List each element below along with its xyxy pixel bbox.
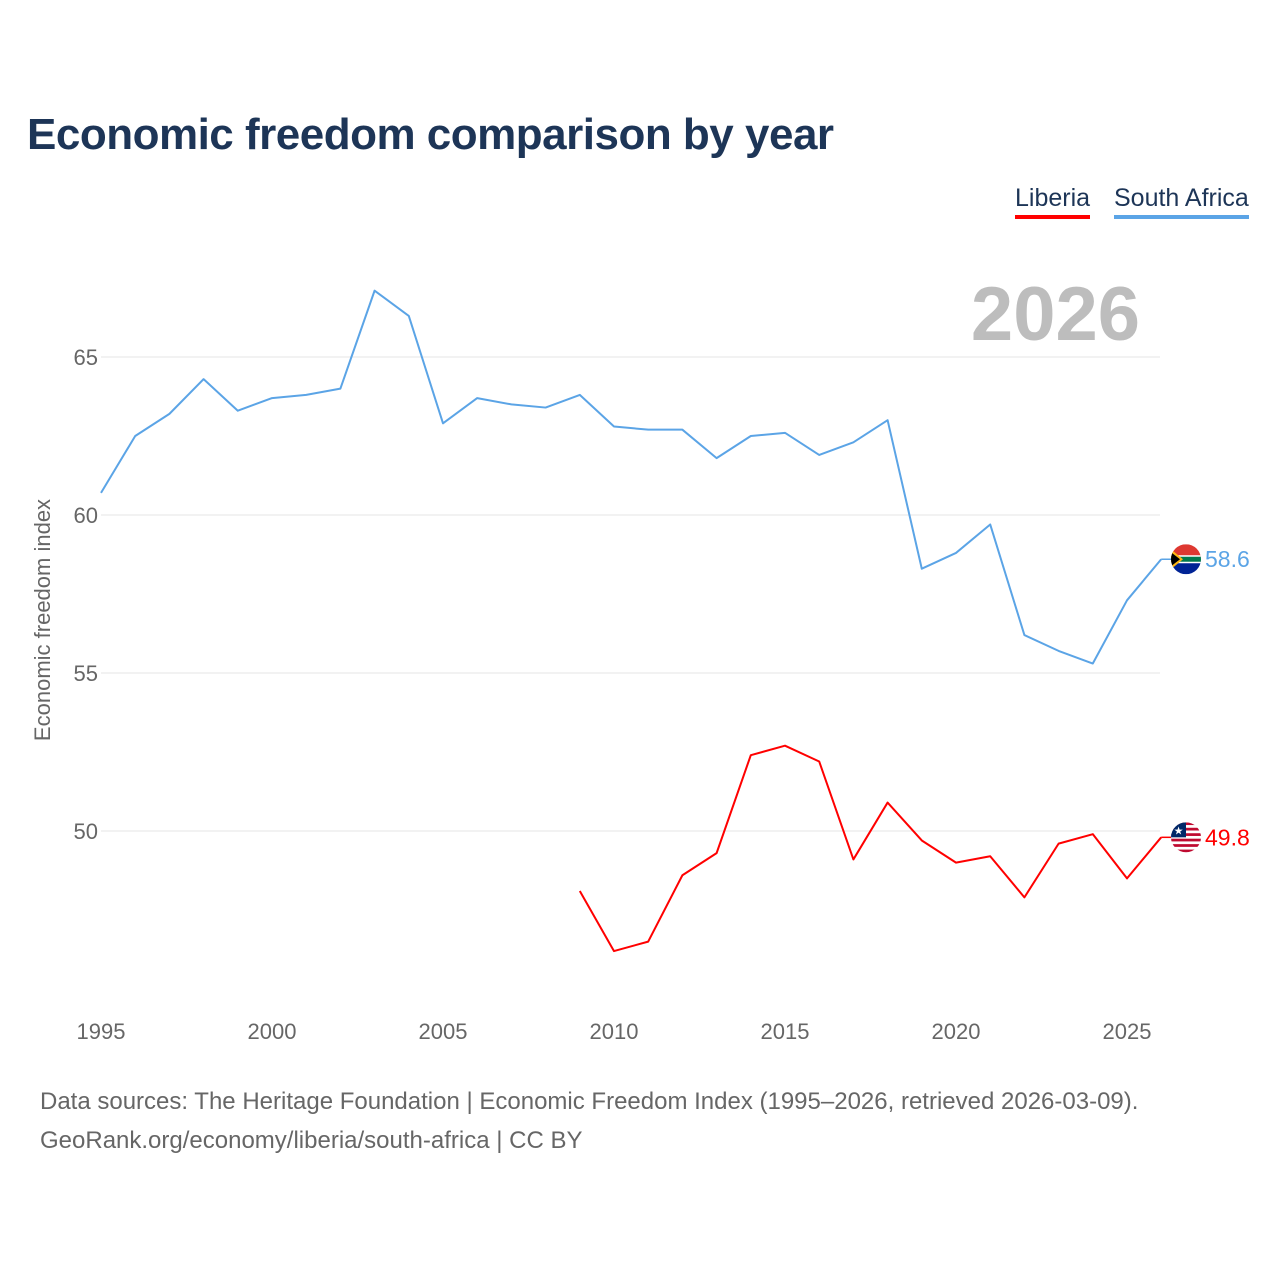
flag-stripe <box>1171 844 1201 847</box>
end-value-south-africa: 58.6 <box>1205 546 1250 572</box>
chart-title: Economic freedom comparison by year <box>27 110 834 159</box>
end-value-liberia: 49.8 <box>1205 824 1250 850</box>
y-tick-label: 60 <box>74 503 98 528</box>
flag-star: ★ <box>1174 825 1184 837</box>
legend-south-africa[interactable]: South Africa <box>1114 184 1249 219</box>
footer-link[interactable]: GeoRank.org/economy/liberia/south-africa… <box>40 1127 583 1154</box>
flag-black <box>1171 552 1180 567</box>
x-tick-label: 2020 <box>932 1019 981 1044</box>
south-africa-flag-icon <box>1171 544 1201 575</box>
footer-sources: Data sources: The Heritage Foundation | … <box>40 1088 1139 1115</box>
flag-stripe <box>1171 849 1201 853</box>
y-axis-label: Economic freedom index <box>30 499 55 741</box>
x-tick-label: 2010 <box>590 1019 639 1044</box>
year-watermark: 2026 <box>971 272 1140 357</box>
flag-stripe <box>1171 838 1201 842</box>
series-line-liberia <box>578 744 1162 953</box>
y-tick-label: 55 <box>74 661 98 686</box>
x-tick-label: 2025 <box>1103 1019 1152 1044</box>
x-tick-label: 2005 <box>419 1019 468 1044</box>
liberia-flag-icon: ★ <box>1171 822 1201 853</box>
y-tick-label: 50 <box>74 819 98 844</box>
y-tick-label: 65 <box>74 345 98 370</box>
x-tick-label: 2015 <box>761 1019 810 1044</box>
series-line-south-africa <box>100 289 1162 665</box>
legend-liberia[interactable]: Liberia <box>1015 184 1091 219</box>
flag-body: ★ <box>1171 822 1201 853</box>
flag-green <box>1171 556 1201 562</box>
flag-body <box>1171 544 1201 575</box>
x-tick-label: 2000 <box>248 1019 297 1044</box>
x-tick-label: 1995 <box>77 1019 126 1044</box>
